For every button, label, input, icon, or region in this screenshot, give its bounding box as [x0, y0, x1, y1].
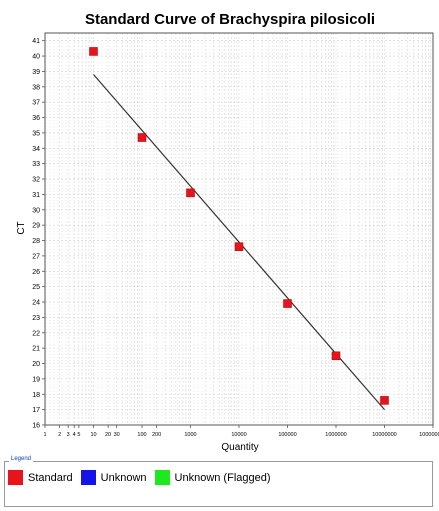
y-tick-label: 37	[32, 100, 40, 107]
y-tick-label: 28	[32, 238, 40, 245]
y-tick-label: 31	[32, 192, 40, 199]
y-axis-label: CT	[16, 221, 27, 234]
y-tick-label: 27	[32, 253, 40, 260]
y-tick-label: 24	[32, 300, 40, 307]
legend-item-unknown: Unknown	[80, 470, 147, 485]
y-tick-label: 25	[32, 284, 40, 291]
x-tick-label: 10	[90, 432, 96, 438]
standard-data-point	[137, 133, 147, 142]
grid-lines	[45, 33, 433, 426]
x-tick-label: 10000000	[372, 432, 396, 438]
y-tick-label: 33	[32, 161, 40, 168]
axis-ticks: 1617181920212223242526272829303132333435…	[32, 38, 439, 438]
y-tick-label: 38	[32, 84, 40, 91]
y-tick-label: 20	[32, 361, 40, 368]
y-tick-label: 35	[32, 130, 40, 137]
standard-curve-chart: Standard Curve of Brachyspira pilosicoli…	[16, 11, 439, 453]
legend-label-standard: Standard	[28, 471, 73, 484]
legend-title: Legend	[9, 455, 34, 464]
y-tick-label: 16	[32, 423, 40, 430]
y-tick-label: 34	[32, 146, 40, 153]
standard-data-point	[186, 188, 195, 198]
y-tick-label: 19	[32, 376, 40, 383]
y-tick-label: 18	[32, 392, 40, 399]
standard-data-point	[89, 47, 98, 56]
standard-data-point	[331, 351, 341, 361]
x-tick-label: 1000	[184, 432, 196, 438]
y-tick-label: 29	[32, 223, 40, 230]
x-tick-label: 100	[137, 432, 146, 438]
chart-title: Standard Curve of Brachyspira pilosicoli	[85, 11, 375, 28]
x-tick-label: 100000	[278, 432, 296, 438]
standard-data-point	[234, 242, 244, 251]
y-tick-label: 39	[32, 69, 40, 76]
x-tick-label: 1000000	[325, 432, 346, 438]
legend-swatch-unknown-flagged	[154, 470, 170, 485]
legend-item-standard: Standard	[8, 470, 73, 485]
legend-items: Standard Unknown Unknown (Flagged)	[8, 470, 279, 485]
x-tick-label: 30	[114, 432, 120, 438]
y-tick-label: 22	[32, 330, 40, 337]
standard-data-point	[380, 396, 389, 405]
x-axis-label: Quantity	[221, 442, 258, 453]
legend-swatch-standard	[8, 470, 23, 485]
y-tick-label: 17	[32, 407, 40, 414]
legend-swatch-unknown	[80, 470, 96, 485]
x-tick-label: 1	[43, 432, 46, 438]
x-tick-label: 2	[58, 432, 61, 438]
y-tick-label: 21	[32, 346, 40, 353]
x-tick-label: 3	[67, 432, 70, 438]
x-tick-label: 100000000	[419, 432, 439, 438]
y-tick-label: 30	[32, 207, 40, 214]
legend-label-unknown-flagged: Unknown (Flagged)	[174, 471, 271, 484]
y-tick-label: 41	[32, 38, 40, 45]
x-tick-label: 200	[152, 432, 161, 438]
legend-label-unknown: Unknown	[100, 471, 147, 484]
y-tick-label: 40	[32, 54, 40, 61]
data-points	[89, 47, 389, 405]
x-tick-label: 20	[105, 432, 111, 438]
standard-data-point	[283, 299, 292, 308]
y-tick-label: 26	[32, 269, 40, 276]
legend-item-unknown-flagged: Unknown (Flagged)	[154, 470, 271, 485]
legend-box	[4, 461, 433, 507]
y-tick-label: 32	[32, 177, 40, 184]
x-tick-label: 5	[77, 432, 80, 438]
y-tick-label: 23	[32, 315, 40, 322]
x-tick-label: 10000	[231, 432, 246, 438]
y-tick-label: 36	[32, 115, 40, 122]
x-tick-label: 4	[73, 432, 76, 438]
